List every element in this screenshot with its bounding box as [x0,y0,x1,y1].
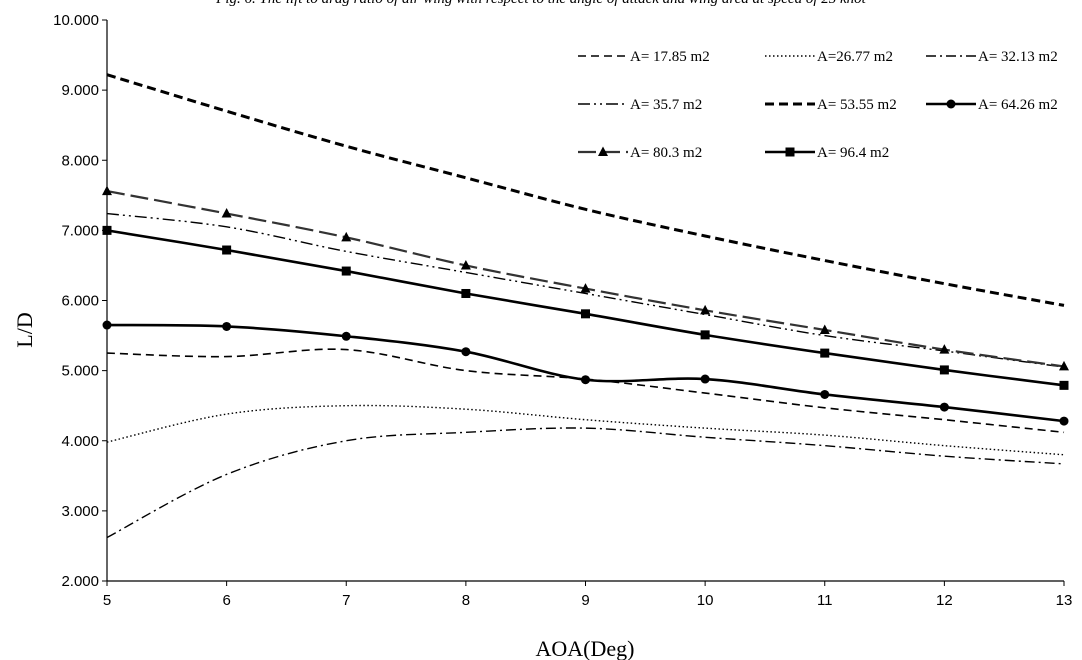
legend-item: A= 53.55 m2 [765,97,897,113]
data-point [341,231,352,242]
data-point [102,225,112,235]
series-line [106,212,1065,368]
series-line [106,348,1065,434]
legend-item: A= 35.7 m2 [578,97,702,113]
data-point [341,266,351,276]
x-tick-label: 7 [342,592,350,609]
legend-label: A= 32.13 m2 [978,49,1058,65]
data-point [461,288,471,298]
x-axis-title: AOA(Deg) [536,636,635,660]
legend-item: A= 17.85 m2 [578,49,710,65]
legend-item: A= 32.13 m2 [926,49,1058,65]
data-point [819,324,830,334]
data-point [1059,380,1069,390]
series-4 [106,212,1065,368]
data-point [460,259,471,270]
legend-item: A= 96.4 m2 [765,145,889,161]
series-line [106,404,1065,456]
y-tick-label: 7.000 [61,222,99,239]
data-point [221,208,232,218]
legend: A= 17.85 m2 A=26.77 m2 A= 32.13 m2 A= 35.7 … [578,49,1058,161]
legend-marker [946,99,956,109]
data-point [700,304,711,315]
y-tick-label: 8.000 [61,152,99,169]
x-tick-label: 11 [817,592,833,609]
data-point [1059,360,1069,371]
data-point [222,245,232,255]
series-5 [106,73,1065,307]
data-point [939,402,949,412]
x-tick-label: 8 [462,592,470,609]
series-line [106,73,1065,307]
data-point [222,321,232,331]
y-axis-title: L/D [12,312,37,347]
series-3 [106,427,1065,539]
data-point [939,344,950,354]
legend-item: A= 64.26 m2 [926,97,1058,113]
data-point [939,365,949,375]
legend-label: A= 17.85 m2 [630,49,710,65]
y-tick-label: 6.000 [61,293,99,310]
series-8 [102,225,1069,390]
data-point [581,375,590,385]
x-tick-label: 5 [103,592,111,609]
axes: 2.000 3.000 4.000 5.000 6.000 7.000 8.000 9.000… [53,12,1072,609]
legend-label: A= 53.55 m2 [817,97,897,113]
legend-label: A=26.77 m2 [817,49,893,65]
legend-label: A= 80.3 m2 [630,145,702,161]
legend-marker [598,146,608,156]
series-1 [106,348,1065,434]
data-point [102,185,112,196]
data-point [820,389,830,399]
data-point [700,330,710,340]
legend-marker [785,147,795,157]
x-tick-label: 10 [697,592,714,609]
data-point [341,331,351,341]
y-tick-label: 5.000 [61,363,99,380]
y-tick-label: 4.000 [61,433,99,450]
y-tick-label: 3.000 [61,503,99,520]
legend-item: A= 80.3 m2 [578,145,702,161]
x-tick-label: 13 [1056,592,1073,609]
legend-label: A= 64.26 m2 [978,97,1058,113]
series-6 [102,320,1069,426]
legend-label: A= 96.4 m2 [817,145,889,161]
data-point [1059,416,1069,426]
series-layer [102,73,1069,539]
data-point [461,347,471,357]
legend-label: A= 35.7 m2 [630,97,702,113]
series-2 [106,404,1065,456]
y-tick-label: 2.000 [61,573,99,590]
data-point [102,320,112,330]
chart-title: Fig. 6. The lift to drag ratio of air wi… [0,0,1082,8]
x-tick-label: 6 [222,592,230,609]
data-point [580,283,591,293]
data-point [700,374,710,384]
series-line [106,427,1065,539]
legend-item: A=26.77 m2 [765,49,893,65]
y-tick-label: 9.000 [61,82,99,99]
x-tick-label: 9 [581,592,589,609]
x-tick-label: 12 [936,592,953,609]
series-line [106,190,1065,368]
series-line [106,229,1065,387]
series-line [106,323,1065,423]
data-point [820,348,830,358]
y-tick-label: 10.000 [53,12,99,29]
data-point [581,309,590,319]
series-7 [102,185,1069,371]
